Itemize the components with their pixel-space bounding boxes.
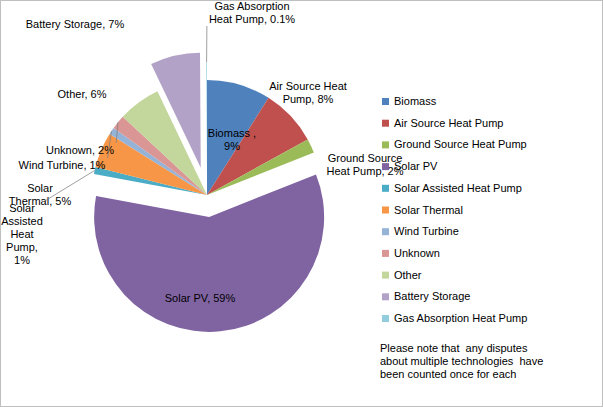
annotation-line: been counted once for each xyxy=(380,368,516,380)
legend-label: Battery Storage xyxy=(394,290,470,302)
legend-label: Biomass xyxy=(394,95,437,107)
legend-label: Air Source Heat Pump xyxy=(394,117,503,129)
pie-slice xyxy=(207,98,308,195)
legend-label: Solar PV xyxy=(394,160,438,172)
data-label: Gas AbsorptionHeat Pump, 0.1% xyxy=(209,0,295,25)
chart-frame xyxy=(1,1,603,407)
data-label: SolarAssistedHeatPump,1% xyxy=(1,202,43,266)
legend-swatch xyxy=(382,272,389,279)
data-label-line: Pump, 8% xyxy=(283,93,334,105)
data-label-line: Heat Pump, 0.1% xyxy=(209,13,295,25)
data-label-line: Solar PV, 59% xyxy=(165,292,236,304)
data-label-line: Biomass , xyxy=(208,127,256,139)
legend-label: Solar Thermal xyxy=(394,204,463,216)
pie-slice xyxy=(94,174,324,331)
annotation-line: Please note that any disputes xyxy=(380,342,528,354)
data-label: Wind Turbine, 1% xyxy=(19,159,106,171)
data-labels: Biomass ,9% Air Source HeatPump, 8% Ground… xyxy=(1,0,404,304)
legend-swatch xyxy=(382,293,389,300)
legend-label: Solar Assisted Heat Pump xyxy=(394,182,522,194)
data-label-line: Wind Turbine, 1% xyxy=(19,159,106,171)
data-label-line: Heat Pump, 2% xyxy=(326,165,403,177)
data-label: Other, 6% xyxy=(58,88,107,100)
data-label: Solar PV, 59% xyxy=(165,292,236,304)
data-label-line: Pump, xyxy=(6,241,38,253)
legend: Biomass Air Source Heat Pump Ground Source… xyxy=(382,95,527,324)
data-label: Unknown, 2% xyxy=(46,144,114,156)
leader-lines xyxy=(45,26,207,201)
data-label-line: 1% xyxy=(14,254,30,266)
data-label-line: Other, 6% xyxy=(58,88,107,100)
legend-swatch xyxy=(382,141,389,148)
leader-line xyxy=(206,26,207,62)
data-label-line: Assisted xyxy=(1,215,43,227)
legend-swatch xyxy=(382,207,389,214)
annotation: Please note that any disputesabout multi… xyxy=(380,342,543,380)
legend-swatch xyxy=(382,185,389,192)
legend-swatch xyxy=(382,315,389,322)
data-label-line: Solar xyxy=(27,182,53,194)
leader-line xyxy=(108,131,112,158)
data-label: SolarThermal, 5% xyxy=(9,182,72,207)
legend-label: Wind Turbine xyxy=(394,225,459,237)
legend-swatch xyxy=(382,98,389,105)
data-label: Biomass ,9% xyxy=(208,127,256,152)
data-label-line: Thermal, 5% xyxy=(9,195,72,207)
data-label-line: Unknown, 2% xyxy=(46,144,114,156)
data-label-line: Air Source Heat xyxy=(269,80,347,92)
leader-line xyxy=(45,170,95,201)
chart: Biomass ,9% Air Source HeatPump, 8% Ground… xyxy=(0,0,603,407)
legend-swatch xyxy=(382,120,389,127)
data-label-line: Ground Source xyxy=(328,152,403,164)
data-label-line: 9% xyxy=(224,140,240,152)
data-label-line: Battery Storage, 7% xyxy=(26,18,125,30)
pie-slice xyxy=(206,62,208,177)
legend-label: Other xyxy=(394,269,422,281)
pie-slice xyxy=(151,53,201,168)
legend-label: Gas Absorption Heat Pump xyxy=(394,312,527,324)
leader-line xyxy=(116,122,118,143)
data-label-line: Heat xyxy=(10,228,33,240)
legend-swatch xyxy=(382,163,389,170)
data-label: Ground SourceHeat Pump, 2% xyxy=(326,152,403,177)
data-label: Battery Storage, 7% xyxy=(26,18,125,30)
data-label: Air Source HeatPump, 8% xyxy=(269,80,347,105)
legend-swatch xyxy=(382,228,389,235)
legend-swatch xyxy=(382,250,389,257)
data-label-line: Gas Absorption xyxy=(214,0,289,12)
annotation-line: about multiple technologies have xyxy=(380,355,543,367)
legend-label: Unknown xyxy=(394,247,440,259)
legend-label: Ground Source Heat Pump xyxy=(394,138,527,150)
